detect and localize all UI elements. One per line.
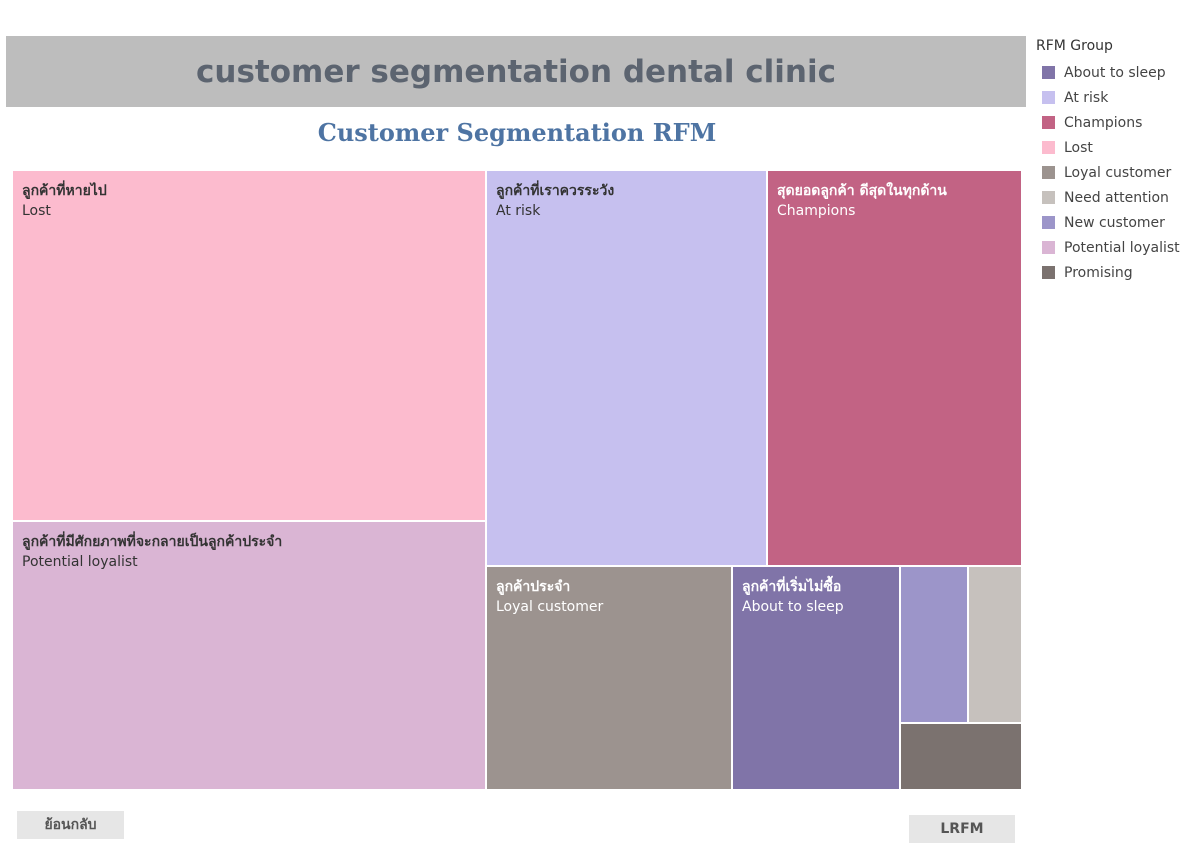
tile-group-label: Potential loyalist [22,554,138,570]
legend-label: Promising [1064,264,1133,281]
tile-group-label: About to sleep [742,599,844,615]
legend-label: At risk [1064,89,1109,106]
tile-label: ลูกค้าที่มีศักยภาพที่จะกลายเป็นลูกค้าประ… [22,532,282,572]
tile-group-label: Champions [777,203,856,219]
tile-label: ลูกค้าที่เราควรระวัง At risk [496,181,614,221]
legend-item[interactable]: About to sleep [1036,60,1180,85]
chart-title: Customer Segmentation RFM [317,118,717,147]
legend-item[interactable]: Champions [1036,110,1180,135]
tile-group-label: Lost [22,203,51,219]
legend-item[interactable]: New customer [1036,210,1180,235]
tile-label: ลูกค้าประจำ Loyal customer [496,577,603,617]
legend-item[interactable]: Need attention [1036,185,1180,210]
tile-group-label: At risk [496,203,541,219]
legend-item[interactable]: At risk [1036,85,1180,110]
treemap-tile-new-customer[interactable] [900,566,968,723]
legend-label: Need attention [1064,189,1169,206]
legend-label: About to sleep [1064,64,1166,81]
legend-label: New customer [1064,214,1165,231]
tile-thai-label: สุดยอดลูกค้า ดีสุดในทุกด้าน [777,183,947,199]
tile-thai-label: ลูกค้าที่มีศักยภาพที่จะกลายเป็นลูกค้าประ… [22,534,283,550]
treemap-tile-at-risk[interactable]: ลูกค้าที่เราควรระวัง At risk [486,170,767,566]
legend-item[interactable]: Lost [1036,135,1180,160]
legend-swatch [1042,266,1055,279]
rfm-treemap: ลูกค้าที่หายไป Lost ลูกค้าที่มีศักยภาพที่จ… [12,170,1022,790]
legend-label: Potential loyalist [1064,239,1180,256]
treemap-tile-champions[interactable]: สุดยอดลูกค้า ดีสุดในทุกด้าน Champions [767,170,1022,566]
treemap-tile-promising[interactable] [900,723,1022,790]
legend-title: RFM Group [1036,38,1113,54]
treemap-tile-about-to-sleep[interactable]: ลูกค้าที่เริ่มไม่ซื้อ About to sleep [732,566,900,790]
treemap-tile-potential-loyalist[interactable]: ลูกค้าที่มีศักยภาพที่จะกลายเป็นลูกค้าประ… [12,521,486,790]
dashboard-title: customer segmentation dental clinic [196,53,836,90]
tile-thai-label: ลูกค้าที่เราควรระวัง [496,183,615,199]
back-button[interactable]: ย้อนกลับ [17,811,124,839]
legend-label: Loyal customer [1064,164,1172,181]
tile-label: ลูกค้าที่เริ่มไม่ซื้อ About to sleep [742,577,844,617]
treemap-tile-need-attention[interactable] [968,566,1022,723]
legend-item[interactable]: Promising [1036,260,1180,285]
tile-thai-label: ลูกค้าประจำ [496,579,571,595]
legend-swatch [1042,116,1055,129]
legend-swatch [1042,141,1055,154]
lrfm-button[interactable]: LRFM [909,815,1015,843]
tile-thai-label: ลูกค้าที่หายไป [22,183,107,199]
tile-label: สุดยอดลูกค้า ดีสุดในทุกด้าน Champions [777,181,947,221]
legend-swatch [1042,191,1055,204]
treemap-tile-loyal-customer[interactable]: ลูกค้าประจำ Loyal customer [486,566,732,790]
legend-swatch [1042,66,1055,79]
legend-label: Champions [1064,114,1143,131]
tile-label: ลูกค้าที่หายไป Lost [22,181,107,221]
treemap-tile-lost[interactable]: ลูกค้าที่หายไป Lost [12,170,486,521]
dashboard-header: customer segmentation dental clinic [6,36,1026,107]
legend-item[interactable]: Potential loyalist [1036,235,1180,260]
legend-items: About to sleep At risk Champions Lost Loyal … [1036,60,1180,285]
tile-group-label: Loyal customer [496,599,604,615]
tile-thai-label: ลูกค้าที่เริ่มไม่ซื้อ [742,579,842,595]
legend-swatch [1042,166,1055,179]
legend: RFM Group About to sleep At risk Champions… [1036,38,1180,285]
legend-swatch [1042,241,1055,254]
legend-swatch [1042,91,1055,104]
legend-swatch [1042,216,1055,229]
legend-label: Lost [1064,139,1093,156]
legend-item[interactable]: Loyal customer [1036,160,1180,185]
